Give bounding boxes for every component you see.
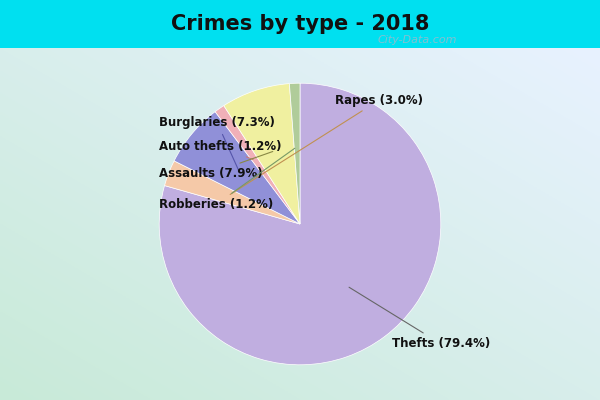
Wedge shape (224, 84, 300, 224)
Wedge shape (174, 112, 300, 224)
Text: Assaults (7.9%): Assaults (7.9%) (159, 152, 273, 180)
Text: City-Data.com: City-Data.com (378, 35, 458, 45)
Text: Burglaries (7.3%): Burglaries (7.3%) (159, 116, 275, 172)
Text: Rapes (3.0%): Rapes (3.0%) (230, 94, 423, 194)
Text: Thefts (79.4%): Thefts (79.4%) (349, 287, 490, 350)
Wedge shape (159, 83, 441, 365)
Text: Robberies (1.2%): Robberies (1.2%) (159, 148, 295, 211)
Wedge shape (164, 161, 300, 224)
Wedge shape (289, 83, 300, 224)
Text: Auto thefts (1.2%): Auto thefts (1.2%) (159, 140, 282, 160)
Wedge shape (215, 106, 300, 224)
Text: Crimes by type - 2018: Crimes by type - 2018 (171, 14, 429, 34)
